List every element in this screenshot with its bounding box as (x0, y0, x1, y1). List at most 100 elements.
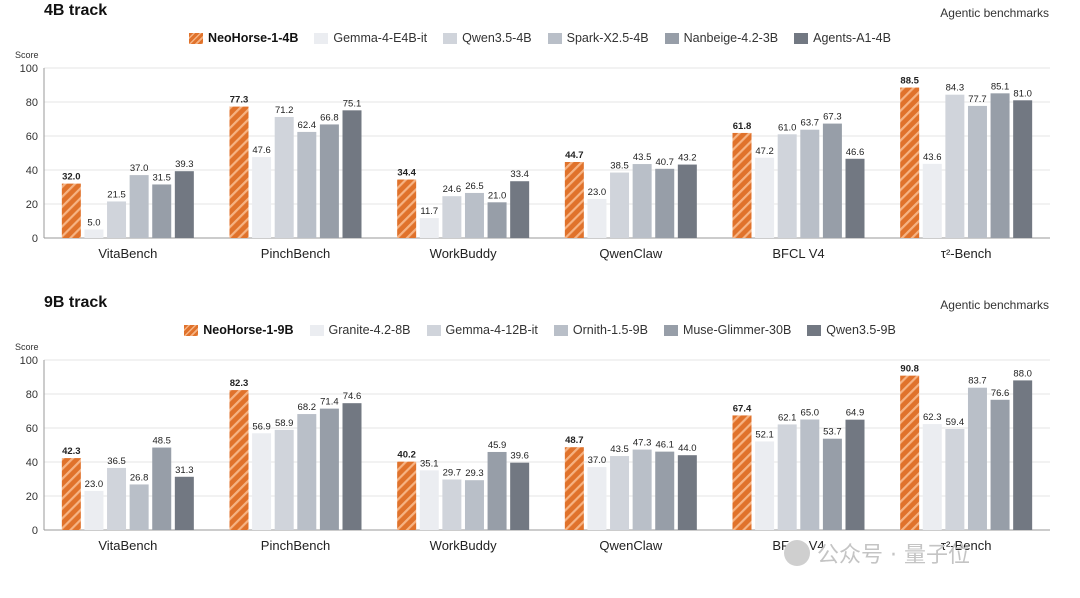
legend-item: Spark-X2.5-4B (547, 31, 649, 45)
y-tick-label: 80 (26, 97, 38, 109)
chart-legend: NeoHorse-1-9B Granite-4.2-8B Gemma-4-12B-i… (0, 323, 1080, 337)
legend-swatch (663, 324, 678, 336)
bar-series-3 (464, 192, 484, 238)
bar-series-2 (442, 479, 462, 530)
bar-series-2 (442, 196, 462, 238)
data-label: 61.8 (733, 121, 752, 132)
y-tick-label: 40 (26, 165, 38, 177)
bar-series-4 (822, 123, 842, 238)
data-label: 34.4 (397, 168, 416, 179)
bar-series-1 (252, 157, 272, 238)
bar-series-2 (945, 429, 965, 530)
data-label: 62.3 (923, 412, 942, 423)
data-label: 48.7 (565, 435, 584, 446)
data-label: 88.5 (900, 76, 919, 87)
data-label: 42.3 (62, 446, 81, 457)
bar-series-5 (174, 476, 194, 530)
data-label: 5.0 (87, 218, 100, 229)
bar-series-2 (610, 456, 630, 530)
data-label: 39.3 (175, 159, 194, 170)
data-label: 75.1 (343, 98, 362, 109)
bar-series-5 (174, 171, 194, 238)
data-label: 26.8 (130, 472, 149, 483)
data-label: 56.9 (252, 421, 271, 432)
data-label: 43.5 (610, 444, 629, 455)
legend-item: Granite-4.2-8B (309, 323, 411, 337)
y-axis-label: Score (15, 50, 39, 60)
bar-highlight (732, 132, 752, 238)
data-label: 90.8 (900, 364, 919, 375)
bar-highlight (61, 458, 81, 530)
y-tick-label: 20 (26, 491, 38, 503)
legend-item: Muse-Glimmer-30B (663, 323, 792, 337)
bar-series-2 (777, 424, 797, 530)
legend-swatch (184, 324, 199, 336)
legend-label: Muse-Glimmer-30B (682, 323, 792, 337)
legend-label: Nanbeige-4.2-3B (683, 31, 779, 45)
bar-series-5 (1013, 100, 1033, 238)
legend-swatch (426, 324, 441, 336)
data-label: 71.4 (320, 397, 339, 408)
data-label: 74.6 (343, 391, 362, 402)
bar-series-4 (487, 451, 507, 530)
legend-label: Agents-A1-4B (813, 31, 891, 45)
bar-series-1 (587, 198, 607, 238)
data-label: 52.1 (755, 429, 774, 440)
bar-series-4 (990, 93, 1010, 238)
legend-swatch (807, 324, 822, 336)
data-label: 85.1 (991, 81, 1010, 92)
data-label: 71.2 (275, 105, 294, 116)
data-label: 33.4 (510, 169, 529, 180)
x-category-label: PinchBench (261, 538, 330, 553)
bar-series-1 (419, 218, 439, 238)
y-tick-label: 100 (20, 355, 38, 367)
data-label: 77.7 (968, 94, 987, 105)
legend-swatch (189, 32, 204, 44)
data-label: 35.1 (420, 458, 439, 469)
data-label: 21.5 (107, 189, 126, 200)
bar-highlight (229, 106, 249, 238)
data-label: 36.5 (107, 456, 126, 467)
data-label: 47.3 (633, 438, 652, 449)
y-tick-label: 100 (20, 63, 38, 75)
data-label: 65.0 (801, 408, 820, 419)
bar-series-5 (342, 403, 362, 530)
bar-highlight (564, 447, 584, 530)
bar-highlight (397, 179, 417, 238)
x-category-label: QwenClaw (599, 246, 662, 261)
bar-series-5 (510, 462, 530, 530)
bar-series-4 (152, 447, 172, 530)
data-label: 63.7 (801, 118, 820, 129)
data-label: 43.5 (633, 152, 652, 163)
bar-series-5 (845, 419, 865, 530)
y-tick-label: 40 (26, 457, 38, 469)
legend-label: Gemma-4-E4B-it (333, 31, 428, 45)
bar-series-3 (800, 419, 820, 530)
bar-series-2 (274, 116, 294, 238)
bar-series-2 (610, 172, 630, 238)
data-label: 67.4 (733, 403, 752, 414)
data-label: 32.0 (62, 172, 81, 183)
bar-series-5 (342, 110, 362, 238)
watermark: 公众号 · 量子位 (784, 537, 970, 569)
x-category-label: VitaBench (98, 538, 157, 553)
data-label: 67.3 (823, 112, 842, 123)
bar-highlight (564, 162, 584, 238)
data-label: 40.7 (655, 157, 674, 168)
data-label: 37.0 (130, 163, 149, 174)
data-label: 11.7 (420, 206, 438, 217)
bar-series-3 (967, 387, 987, 530)
bar-series-2 (945, 94, 965, 238)
chart-title: 4B track (44, 2, 108, 19)
legend-label: NeoHorse-1-9B (203, 323, 294, 337)
bar-highlight (61, 183, 81, 238)
legend-item: Agents-A1-4B (794, 31, 891, 45)
bar-series-2 (107, 201, 127, 238)
bar-series-1 (922, 163, 942, 238)
x-category-label: PinchBench (261, 246, 330, 261)
legend-swatch (309, 324, 324, 336)
data-label: 66.8 (320, 112, 339, 123)
bar-series-4 (319, 124, 339, 238)
bar-series-5 (677, 455, 697, 530)
data-label: 81.0 (1013, 88, 1032, 99)
